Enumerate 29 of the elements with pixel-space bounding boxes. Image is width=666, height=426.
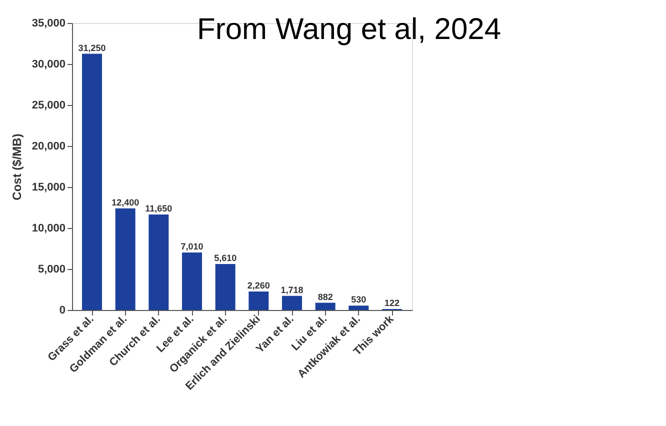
data-label: 31,250: [78, 42, 106, 53]
bar: [348, 306, 369, 310]
data-label: 7,010: [180, 242, 204, 252]
bar: [115, 208, 136, 310]
data-label: 530: [351, 294, 366, 305]
data-label: 122: [384, 298, 400, 308]
data-label: 5,610: [214, 253, 237, 263]
y-tick-label: 5,000: [38, 264, 66, 276]
data-label: 1,718: [280, 284, 304, 295]
y-tick-label: 35,000: [32, 18, 66, 30]
y-axis-title: Cost ($/MB): [10, 134, 24, 200]
data-label: 882: [318, 292, 333, 302]
data-label: 12,400: [112, 197, 140, 208]
y-tick-label: 20,000: [32, 140, 66, 152]
y-tick-label: 15,000: [32, 182, 66, 194]
y-tick-label: 0: [59, 304, 66, 316]
bar: [315, 302, 336, 310]
bar: [148, 214, 169, 310]
y-tick-label: 10,000: [32, 222, 66, 234]
bar: [215, 264, 236, 310]
y-tick-label: 30,000: [32, 58, 66, 70]
data-label: 11,650: [145, 203, 172, 214]
y-tick-label: 25,000: [32, 100, 66, 112]
bar: [82, 54, 102, 310]
data-label: 2,260: [247, 280, 270, 290]
bar: [182, 252, 202, 310]
bar: [248, 291, 269, 310]
bar: [282, 296, 302, 310]
annotation: From Wang et al, 2024: [197, 13, 502, 46]
